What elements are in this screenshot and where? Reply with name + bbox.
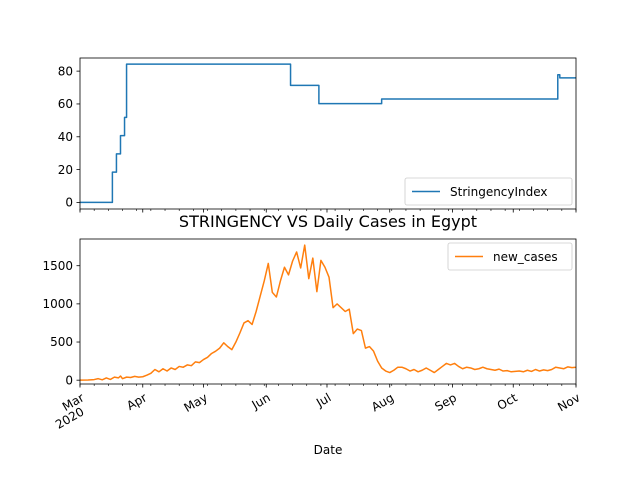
stringency-axes-frame: [79, 57, 577, 210]
cases-legend-label: new_cases: [493, 250, 558, 264]
x-axis-label: Date: [314, 443, 343, 457]
stringency-y-tick-label: 0: [65, 196, 73, 210]
series-line-new_cases: [80, 244, 576, 381]
stringency-panel: 0 20 40 60 80 StringencyIndex: [58, 57, 577, 213]
cases-y-tick-label: 0: [65, 373, 73, 387]
cases-y-tick-label: 500: [50, 335, 73, 349]
stringency-y-tick-label: 60: [58, 97, 73, 111]
stringency-y-tick-label: 20: [58, 163, 73, 177]
stringency-y-tick-label: 40: [58, 130, 73, 144]
cases-y-tick-label: 1500: [42, 259, 73, 273]
stringency-y-tick-label: 80: [58, 64, 73, 78]
cases-legend: new_cases: [447, 242, 573, 271]
stringency-y-axis: 0 20 40 60 80: [58, 64, 80, 210]
stringency-plot-area: [80, 63, 576, 204]
cases-y-axis: 0 500 1000 1500: [42, 259, 80, 387]
cases-plot-area: [80, 244, 576, 381]
chart-title: STRINGENCY VS Daily Cases in Egypt: [179, 212, 477, 231]
stringency-x-axis: [79, 209, 577, 213]
series-line-StringencyIndex: [80, 63, 576, 204]
stringency-legend-box: [404, 177, 573, 206]
cases-axes-frame: [79, 238, 577, 385]
cases-y-tick-label: 1000: [42, 297, 73, 311]
stringency-legend: StringencyIndex: [404, 177, 573, 206]
cases-legend-box: [447, 242, 573, 271]
x-tick-label: Jul: [313, 390, 333, 410]
stringency-legend-label: StringencyIndex: [450, 185, 548, 199]
